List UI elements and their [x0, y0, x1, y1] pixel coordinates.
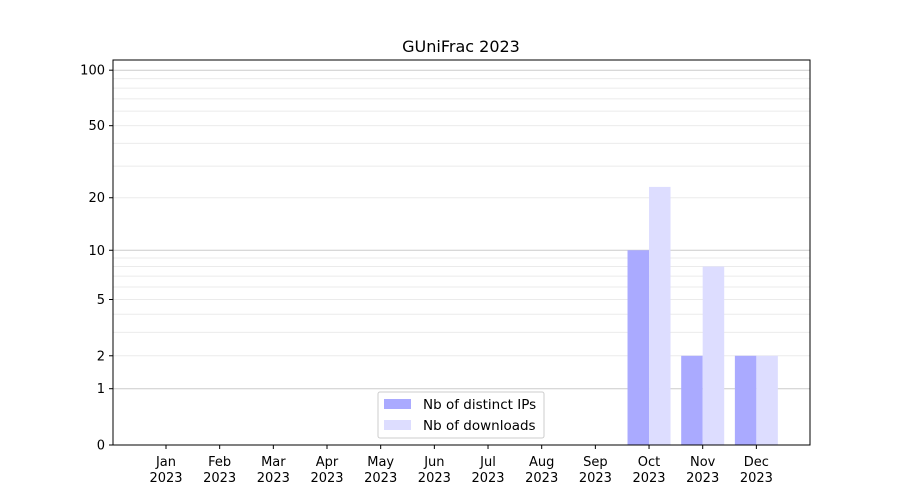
bar-oct-downloads	[649, 186, 671, 445]
x-tick-label-year: 2023	[203, 471, 236, 486]
x-tick-label: May	[367, 455, 394, 470]
x-tick-label: Oct	[638, 455, 660, 470]
bars	[627, 186, 778, 445]
legend-swatch-downloads	[384, 420, 411, 430]
x-axis: Jan2023Feb2023Mar2023Apr2023May2023Jun20…	[149, 445, 773, 486]
x-tick-label-year: 2023	[364, 471, 397, 486]
bar-oct-distinct-ips	[627, 250, 650, 445]
plot-frame	[112, 59, 811, 446]
x-tick-label: Aug	[529, 455, 554, 470]
y-tick-label: 1	[97, 382, 105, 397]
x-tick-label-year: 2023	[740, 471, 773, 486]
x-tick-label-year: 2023	[686, 471, 719, 486]
x-tick-label: Jun	[423, 455, 444, 470]
bar-nov-downloads	[702, 266, 725, 445]
legend-label-distinct-ips: Nb of distinct IPs	[423, 397, 536, 413]
x-tick-label: Dec	[744, 455, 769, 470]
x-tick-label-year: 2023	[418, 471, 451, 486]
x-tick-label-year: 2023	[632, 471, 665, 486]
x-tick-label: Apr	[316, 455, 339, 470]
bar-dec-distinct-ips	[734, 355, 757, 445]
x-tick-label: Feb	[208, 455, 231, 470]
y-tick-label: 10	[88, 244, 105, 259]
legend-label-downloads: Nb of downloads	[423, 418, 536, 434]
x-tick-label-year: 2023	[579, 471, 612, 486]
x-tick-label: Jul	[479, 455, 496, 470]
y-tick-label: 0	[97, 439, 105, 454]
x-tick-label: Nov	[690, 455, 716, 470]
bar-dec-downloads	[756, 355, 778, 445]
y-tick-label: 2	[97, 349, 105, 364]
x-tick-label-year: 2023	[149, 471, 182, 486]
chart-title: GUniFrac 2023	[402, 37, 520, 56]
x-tick-label-year: 2023	[257, 471, 290, 486]
x-tick-label: Mar	[261, 455, 286, 470]
gridlines	[113, 69, 810, 390]
x-tick-label: Sep	[583, 455, 608, 470]
y-tick-label: 20	[88, 191, 105, 206]
y-tick-label: 50	[88, 119, 105, 134]
y-axis: 0 1 2 5 10 20 50 100	[80, 64, 113, 454]
x-tick-label: Jan	[155, 455, 176, 470]
x-tick-label-year: 2023	[471, 471, 504, 486]
legend: Nb of distinct IPs Nb of downloads	[377, 391, 545, 439]
legend-box	[377, 391, 545, 439]
x-tick-label-year: 2023	[525, 471, 558, 486]
y-tick-label: 5	[97, 293, 105, 308]
legend-swatch-distinct-ips	[384, 399, 411, 409]
x-tick-label-year: 2023	[310, 471, 343, 486]
bar-nov-distinct-ips	[681, 355, 703, 445]
y-tick-label: 100	[80, 64, 105, 79]
